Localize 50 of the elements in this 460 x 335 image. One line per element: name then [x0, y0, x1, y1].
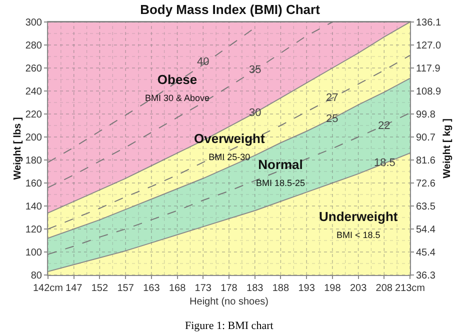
x-tick-label: 142cm	[32, 283, 64, 294]
x-tick-label: 152	[91, 283, 108, 294]
y-tick-label: 300	[25, 18, 42, 28]
x-tick-label: 168	[168, 283, 186, 294]
x-tick-label: 198	[324, 283, 342, 294]
y-tick-label: 220	[25, 110, 42, 120]
y2-tick-label: 72.6	[416, 178, 436, 190]
x-tick-label: 147	[66, 283, 83, 294]
x-tick-label: 157	[117, 283, 134, 294]
x-tick-label: 178	[220, 283, 238, 294]
y2-tick-label: 117.9	[416, 64, 441, 75]
annotation: 22	[378, 120, 390, 132]
x-tick-label: 193	[298, 283, 316, 294]
annotation: 40	[197, 56, 210, 68]
y-tick-label: 240	[25, 86, 42, 98]
line-series	[48, 54, 410, 230]
series-label: Normal BMI 18.5-25	[256, 157, 306, 188]
y-tick-label: 200	[25, 132, 42, 144]
x-tick-label: 213cm	[394, 283, 426, 294]
series-label: Underweight BMI < 18.5	[319, 209, 398, 240]
x-tick-label: 173	[194, 283, 212, 294]
x-tick-label: 163	[143, 283, 160, 294]
x-axis-title: Height (no shoes)	[190, 296, 268, 308]
y-tick-label: 160	[25, 178, 42, 190]
y2-axis-title: Weight [ kg ]	[442, 118, 453, 178]
y-tick-label: 260	[25, 64, 42, 74]
y-tick-label: 140	[25, 202, 42, 212]
y-axis-title: Weight [ lbs ]	[12, 117, 24, 180]
y-tick-label: 80	[30, 270, 42, 282]
series-label: Obese BMI 30 & Above	[145, 72, 210, 103]
y-tick-label: 280	[25, 40, 42, 52]
y2-tick-label: 108.9	[416, 86, 442, 98]
y2-tick-label: 45.4	[416, 247, 436, 258]
y-tick-label: 120	[25, 224, 42, 236]
y2-tick-label: 36.3	[416, 270, 436, 282]
y2-tick-label: 136.1	[416, 18, 442, 28]
caption: Figure 1: BMI chart	[185, 320, 274, 332]
y2-tick-label: 99.8	[416, 110, 436, 121]
chart-title: Body Mass Index (BMI) Chart	[140, 2, 321, 18]
x-tick-label: 208	[376, 283, 393, 294]
x-tick-label: 183	[246, 283, 264, 294]
y2-tick-label: 127.0	[416, 40, 442, 52]
x-tick-label: 203	[350, 283, 368, 294]
y2-tick-label: 54.4	[416, 224, 436, 236]
y2-tick-label: 90.7	[416, 132, 436, 144]
y-tick-label: 180	[25, 156, 42, 166]
x-tick-label: 188	[272, 283, 290, 294]
y2-tick-label: 81.6	[416, 156, 436, 167]
y2-tick-label: 63.5	[416, 202, 436, 213]
y-tick-label: 100	[25, 248, 42, 258]
